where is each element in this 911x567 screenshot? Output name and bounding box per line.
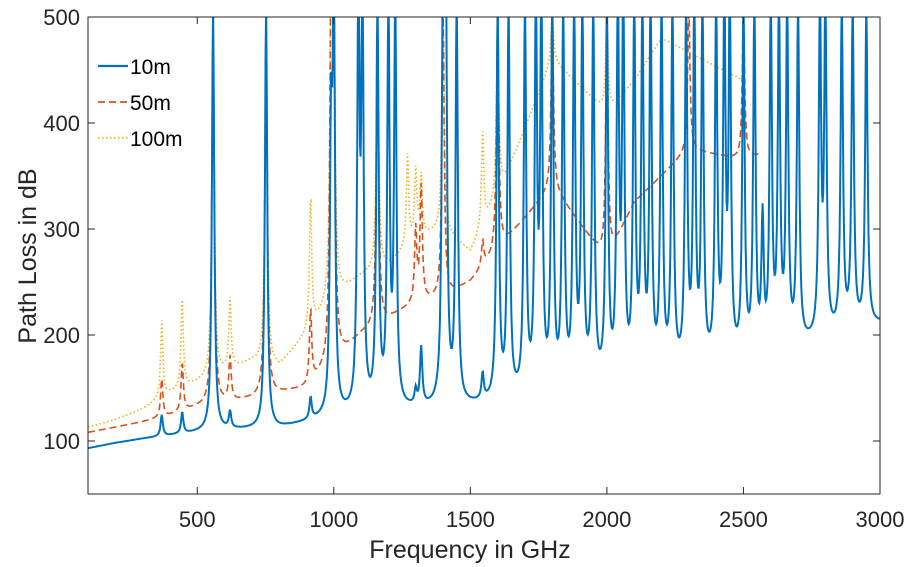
- y-tick-label: 400: [43, 111, 80, 136]
- x-tick-label: 2500: [719, 507, 768, 532]
- y-axis-title: Path Loss in dB: [14, 168, 42, 343]
- y-axis: 100 200 300 400 500: [43, 5, 880, 454]
- x-tick-label: 2000: [582, 507, 631, 532]
- x-tick-label: 1000: [309, 507, 358, 532]
- legend-label: 100m: [130, 128, 183, 151]
- x-axis-title: Frequency in GHz: [369, 536, 570, 564]
- series-line-50m: [88, 17, 760, 434]
- y-tick-label: 500: [43, 5, 80, 30]
- y-tick-label: 300: [43, 217, 80, 242]
- series-line-100m: [88, 17, 744, 428]
- series-line-10m: [88, 17, 880, 450]
- x-tick-label: 3000: [856, 507, 905, 532]
- y-tick-label: 100: [43, 429, 80, 454]
- legend: 10m 50m 100m: [98, 56, 183, 151]
- legend-label: 50m: [130, 92, 171, 115]
- y-tick-label: 200: [43, 323, 80, 348]
- legend-label: 10m: [130, 56, 171, 79]
- x-tick-label: 500: [179, 507, 216, 532]
- series-layer: [88, 17, 880, 450]
- x-tick-label: 1500: [446, 507, 495, 532]
- x-axis: 500 1000 1500 2000 2500 3000: [179, 17, 905, 532]
- plot-frame: [87, 16, 881, 495]
